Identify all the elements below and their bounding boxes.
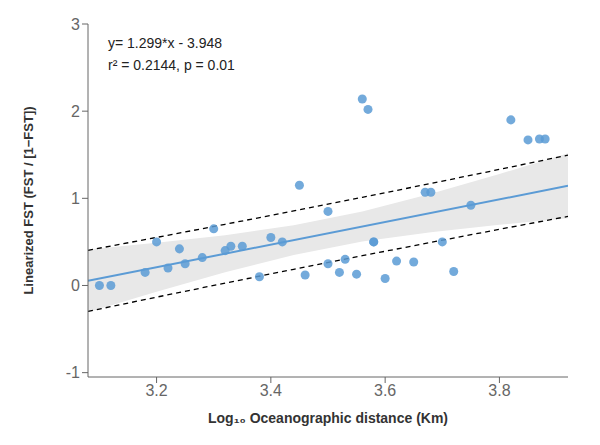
html-text:y= 1.299*x - 3.948: y= 1.299*x - 3.948: [108, 35, 222, 51]
svg-text:3.6: 3.6: [374, 382, 396, 399]
svg-text:Linearized FST (FST / [1−FST]): Linearized FST (FST / [1−FST]): [21, 106, 36, 294]
svg-text:2: 2: [71, 103, 80, 120]
html-text:r² = 0.2144, p = 0.01: r² = 0.2144, p = 0.01: [108, 57, 235, 73]
svg-text:-1: -1: [66, 364, 80, 381]
svg-text:3.8: 3.8: [488, 382, 510, 399]
svg-text:0: 0: [71, 277, 80, 294]
svg-text:Log₁₀ Oceanographic distance (: Log₁₀ Oceanographic distance (Km): [208, 410, 448, 426]
svg-text:1: 1: [71, 190, 80, 207]
svg-text:3.4: 3.4: [260, 382, 282, 399]
svg-text:3: 3: [71, 16, 80, 33]
svg-text:3.2: 3.2: [145, 382, 167, 399]
